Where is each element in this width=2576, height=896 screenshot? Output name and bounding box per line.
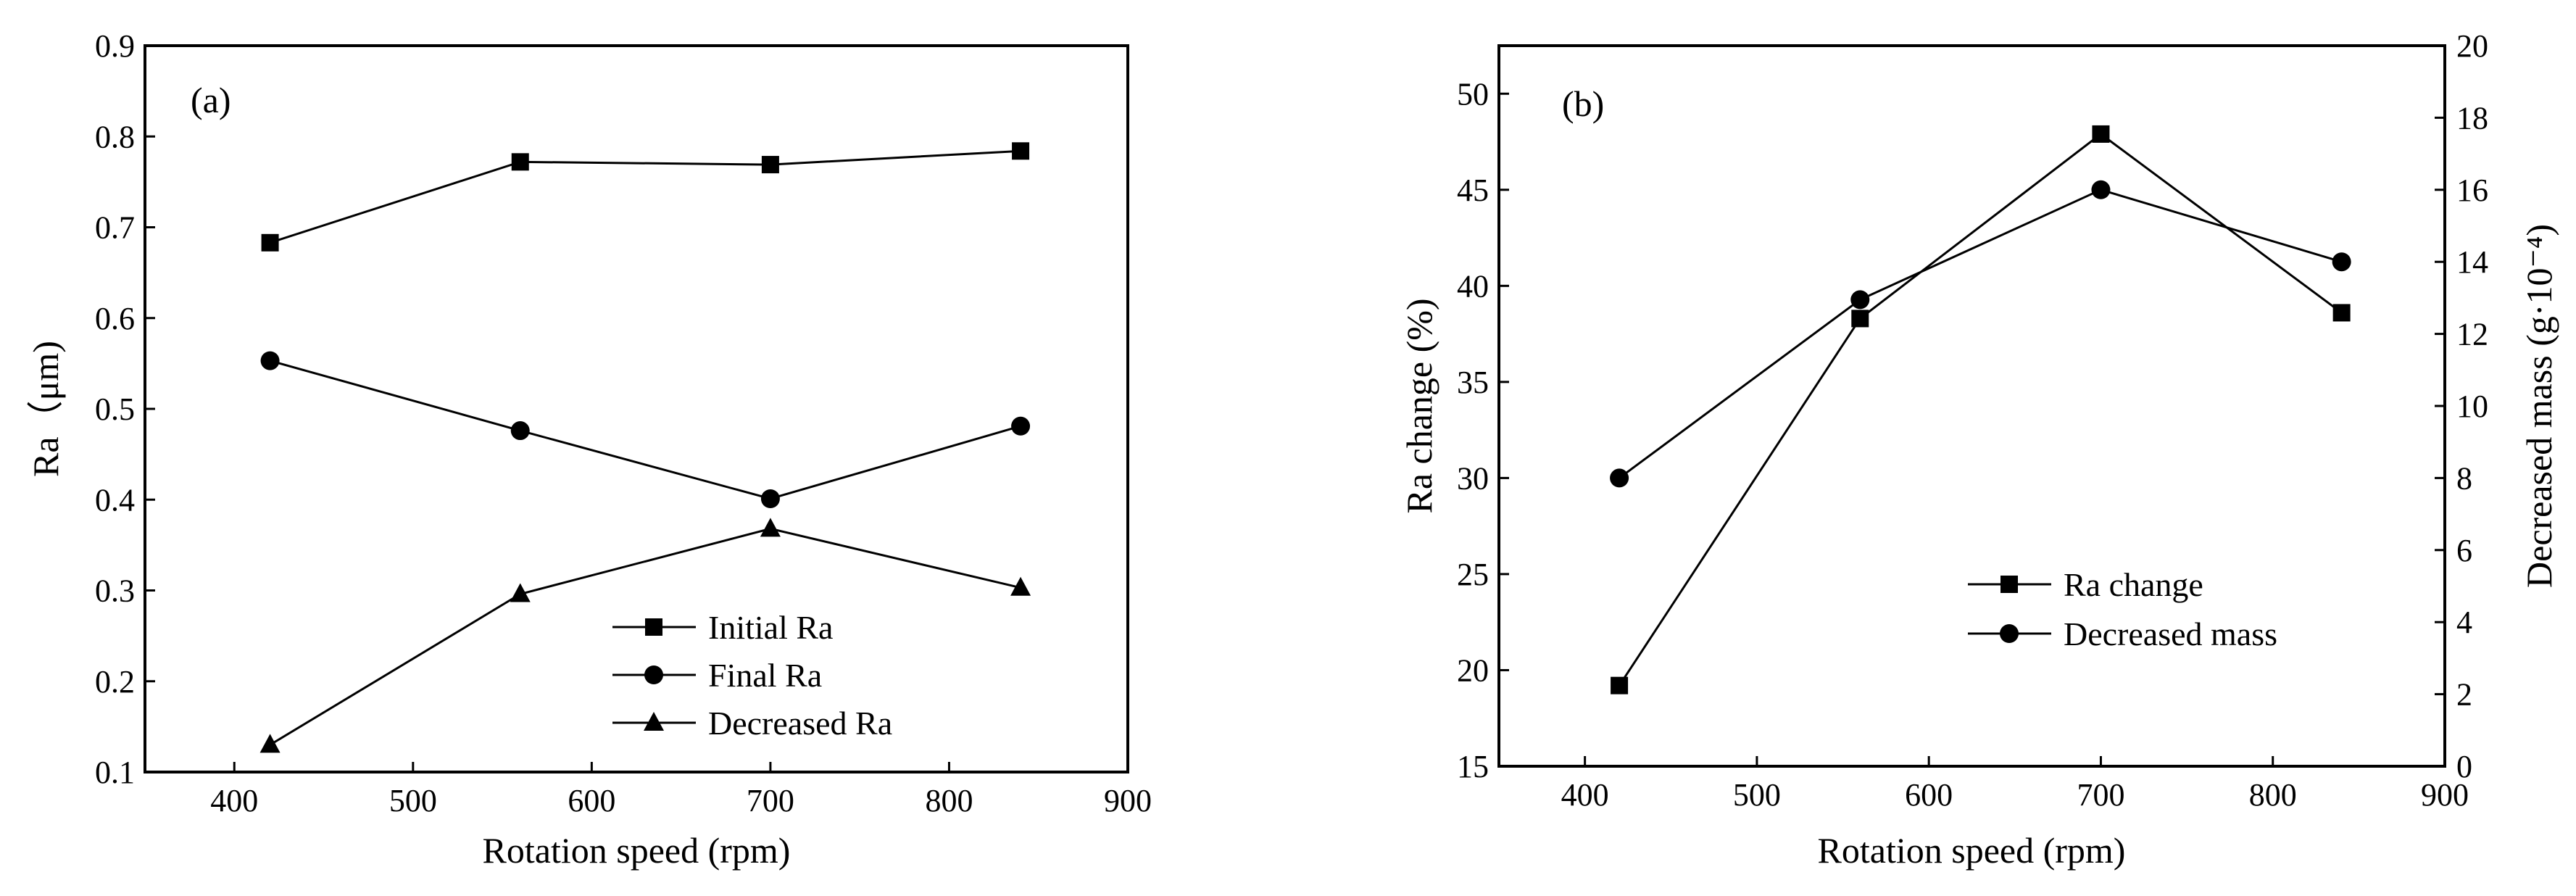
series-ra-change-point — [2332, 304, 2351, 322]
panel-b-y-axis-title: Ra change (%) — [1399, 298, 1439, 513]
panel-b-y2-tick-label: 16 — [2456, 173, 2488, 208]
panel-b-y2-tick-label: 4 — [2456, 605, 2472, 640]
panel-b-legend-marker — [2000, 576, 2018, 593]
panel-a-x-tick-label: 600 — [568, 783, 615, 818]
panel-a-y-tick-label: 0.6 — [95, 301, 135, 336]
panel-b-y2-tick-label: 6 — [2456, 533, 2472, 568]
panel-b-y-ticks: 15 20 25 30 35 40 45 50 — [1457, 76, 1509, 784]
panel-a-x-tick-label: 800 — [925, 783, 973, 818]
panel-b-y-tick-label: 50 — [1457, 76, 1489, 112]
panel-b-y-tick-label: 40 — [1457, 268, 1489, 304]
panel-b-x-tick-label: 600 — [1905, 777, 1953, 813]
panel-a-legend-marker — [644, 712, 664, 731]
panel-b-x-tick-label: 900 — [2421, 777, 2469, 813]
series-decreased-ra-point — [259, 734, 281, 753]
panel-b-y2-tick-label: 8 — [2456, 460, 2472, 496]
panel-a-chart: (a) Rotation speed (rpm) Ra（μm) 400 500 60… — [25, 28, 1152, 871]
panel-b-y-tick-label: 35 — [1457, 365, 1489, 400]
panel-a-y-tick-label: 0.7 — [95, 210, 135, 246]
panel-a-x-tick-label: 900 — [1104, 783, 1152, 818]
panel-a-y-tick-label: 0.1 — [95, 755, 135, 790]
panel-b-series — [1610, 125, 2351, 694]
panel-a-y-tick-label: 0.4 — [95, 482, 135, 518]
panel-b-chart: (b) Rotation speed (rpm) Ra change (%) D… — [1399, 28, 2559, 871]
panel-a-label: (a) — [191, 80, 231, 120]
series-ra-change-point — [1611, 676, 1629, 694]
panel-a-y-tick-label: 0.8 — [95, 119, 135, 154]
panel-a-y-tick-label: 0.2 — [95, 664, 135, 700]
series-ra-change-line — [1618, 133, 2343, 686]
panel-a-x-axis-title: Rotation speed (rpm) — [483, 830, 791, 871]
panel-b-legend-marker — [2000, 624, 2019, 643]
panel-b-x-tick-label: 400 — [1561, 777, 1609, 813]
series-final-ra-point — [260, 351, 280, 370]
series-decreased-ra-point — [510, 583, 531, 602]
panel-b-y2-tick-label: 2 — [2456, 677, 2472, 713]
panel-b-x-tick-label: 500 — [1733, 777, 1781, 813]
panel-b-y2-tick-label: 18 — [2456, 100, 2488, 136]
series-ra-change-point — [2092, 125, 2110, 143]
panel-b-label: (b) — [1562, 83, 1604, 124]
series-final-ra-point — [760, 489, 780, 508]
panel-b-y-tick-label: 25 — [1457, 557, 1489, 592]
panel-b-x-tick-label: 800 — [2249, 777, 2297, 813]
panel-b-y-tick-label: 15 — [1457, 749, 1489, 784]
series-final-ra-point — [1011, 416, 1031, 436]
panel-a-x-tick-label: 500 — [389, 783, 437, 818]
series-decreased-mass-line — [1619, 188, 2343, 479]
panel-a-y-axis-title: Ra（μm) — [25, 341, 66, 477]
panel-a-x-tick-label: 400 — [210, 783, 258, 818]
panel-a-legend-label: Final Ra — [708, 657, 822, 694]
panel-a-y-tick-label: 0.3 — [95, 573, 135, 609]
series-initial-ra-point — [261, 233, 279, 252]
series-ra-change-point — [1851, 310, 1869, 328]
panel-a-legend-marker — [645, 618, 662, 636]
panel-a-x-ticks: 400 500 600 700 800 900 — [210, 762, 1152, 818]
panel-b-y2-tick-label: 10 — [2456, 389, 2488, 424]
panel-a-legend: Initial Ra Final Ra Decreased Ra — [612, 609, 892, 742]
panel-b-plot-frame — [1497, 44, 2446, 768]
panel-b-y-tick-label: 20 — [1457, 652, 1489, 688]
panel-b-y2-tick-label: 0 — [2456, 749, 2472, 784]
series-decreased-ra-point — [760, 518, 781, 537]
panel-b-y2-tick-label: 12 — [2456, 317, 2488, 352]
panel-b-y-tick-label: 45 — [1457, 173, 1489, 208]
panel-a-legend-label: Decreased Ra — [708, 705, 892, 742]
panel-b-legend: Ra change Decreased mass — [1968, 566, 2277, 652]
series-decreased-ra-point — [1010, 576, 1031, 596]
series-decreased-mass-point — [1850, 290, 1870, 310]
panel-a-legend-label: Initial Ra — [708, 609, 833, 646]
panel-b-y-tick-label: 30 — [1457, 460, 1489, 496]
panel-b-y2-ticks: 0 2 4 6 8 10 12 14 16 18 20 — [2435, 28, 2488, 784]
series-initial-ra-line — [270, 149, 1021, 244]
series-decreased-mass-point — [1610, 468, 1629, 488]
panel-b-x-ticks: 400 500 600 700 800 900 — [1561, 756, 2469, 813]
panel-b-y2-tick-label: 20 — [2456, 28, 2488, 64]
panel-b-x-tick-label: 700 — [2077, 777, 2124, 813]
panel-b-legend-label: Ra change — [2064, 566, 2203, 603]
series-final-ra-point — [510, 421, 530, 441]
series-decreased-ra-line — [269, 527, 1021, 746]
panel-b-y2-axis-title: Decreased mass (g·10⁻⁴) — [2519, 224, 2559, 588]
series-initial-ra-point — [511, 153, 529, 171]
panel-a-plot-frame — [144, 44, 1129, 773]
panel-a-series — [259, 142, 1031, 753]
panel-a-y-tick-label: 0.9 — [95, 28, 135, 64]
series-initial-ra-point — [761, 156, 779, 174]
series-decreased-mass-point — [2091, 180, 2111, 199]
panel-b-legend-label: Decreased mass — [2064, 615, 2277, 652]
panel-a-y-ticks: 0.1 0.2 0.3 0.4 0.5 0.6 0.7 0.8 0.9 — [95, 28, 155, 790]
series-initial-ra-point — [1012, 142, 1030, 160]
series-final-ra-line — [270, 360, 1021, 500]
panel-b-y2-tick-label: 14 — [2456, 244, 2488, 280]
panel-a-legend-marker — [644, 665, 663, 684]
panel-a-x-tick-label: 700 — [747, 783, 794, 818]
panel-a-y-tick-label: 0.5 — [95, 391, 135, 427]
panel-b-x-axis-title: Rotation speed (rpm) — [1818, 830, 2126, 871]
series-decreased-mass-point — [2332, 252, 2351, 272]
